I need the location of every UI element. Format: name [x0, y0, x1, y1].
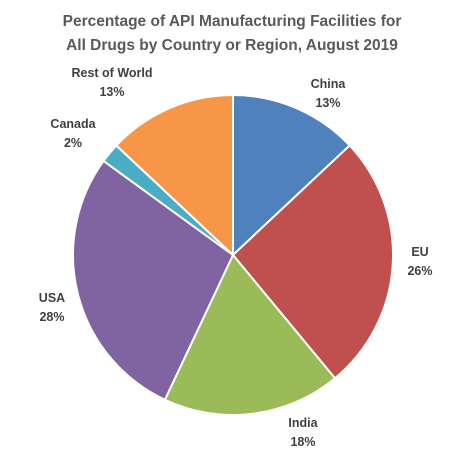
slice-label-percent-china: 13% [315, 96, 340, 110]
slice-label-percent-india: 18% [290, 435, 315, 449]
slice-label-name-china: China [311, 77, 347, 91]
slice-label-name-usa: USA [39, 291, 65, 305]
pie-slice-eu [232, 144, 394, 380]
pie-slice-rest-of-world [115, 94, 234, 256]
pie-slice-usa [72, 159, 234, 401]
slice-label-percent-eu: 26% [407, 264, 432, 278]
pie-labels: China 13% EU 26% India 18% USA 28% Canada 2% Rest … [39, 66, 433, 449]
slice-label-percent-usa: 28% [39, 310, 64, 324]
chart-title-line-2: All Drugs by Country or Region, August 2… [66, 37, 398, 54]
chart-title-line-1: Percentage of API Manufacturing Faciliti… [63, 13, 402, 30]
pie-slice-india [163, 254, 336, 416]
slice-label-name-rest-of-world: Rest of World [71, 66, 152, 80]
pie-slices [72, 94, 394, 416]
slice-label-percent-canada: 2% [64, 136, 82, 150]
slice-label-percent-rest-of-world: 13% [99, 85, 124, 99]
slice-label-name-india: India [288, 416, 318, 430]
pie-slice-china [232, 94, 351, 256]
slice-label-name-canada: Canada [50, 117, 96, 131]
slice-label-name-eu: EU [411, 245, 428, 259]
